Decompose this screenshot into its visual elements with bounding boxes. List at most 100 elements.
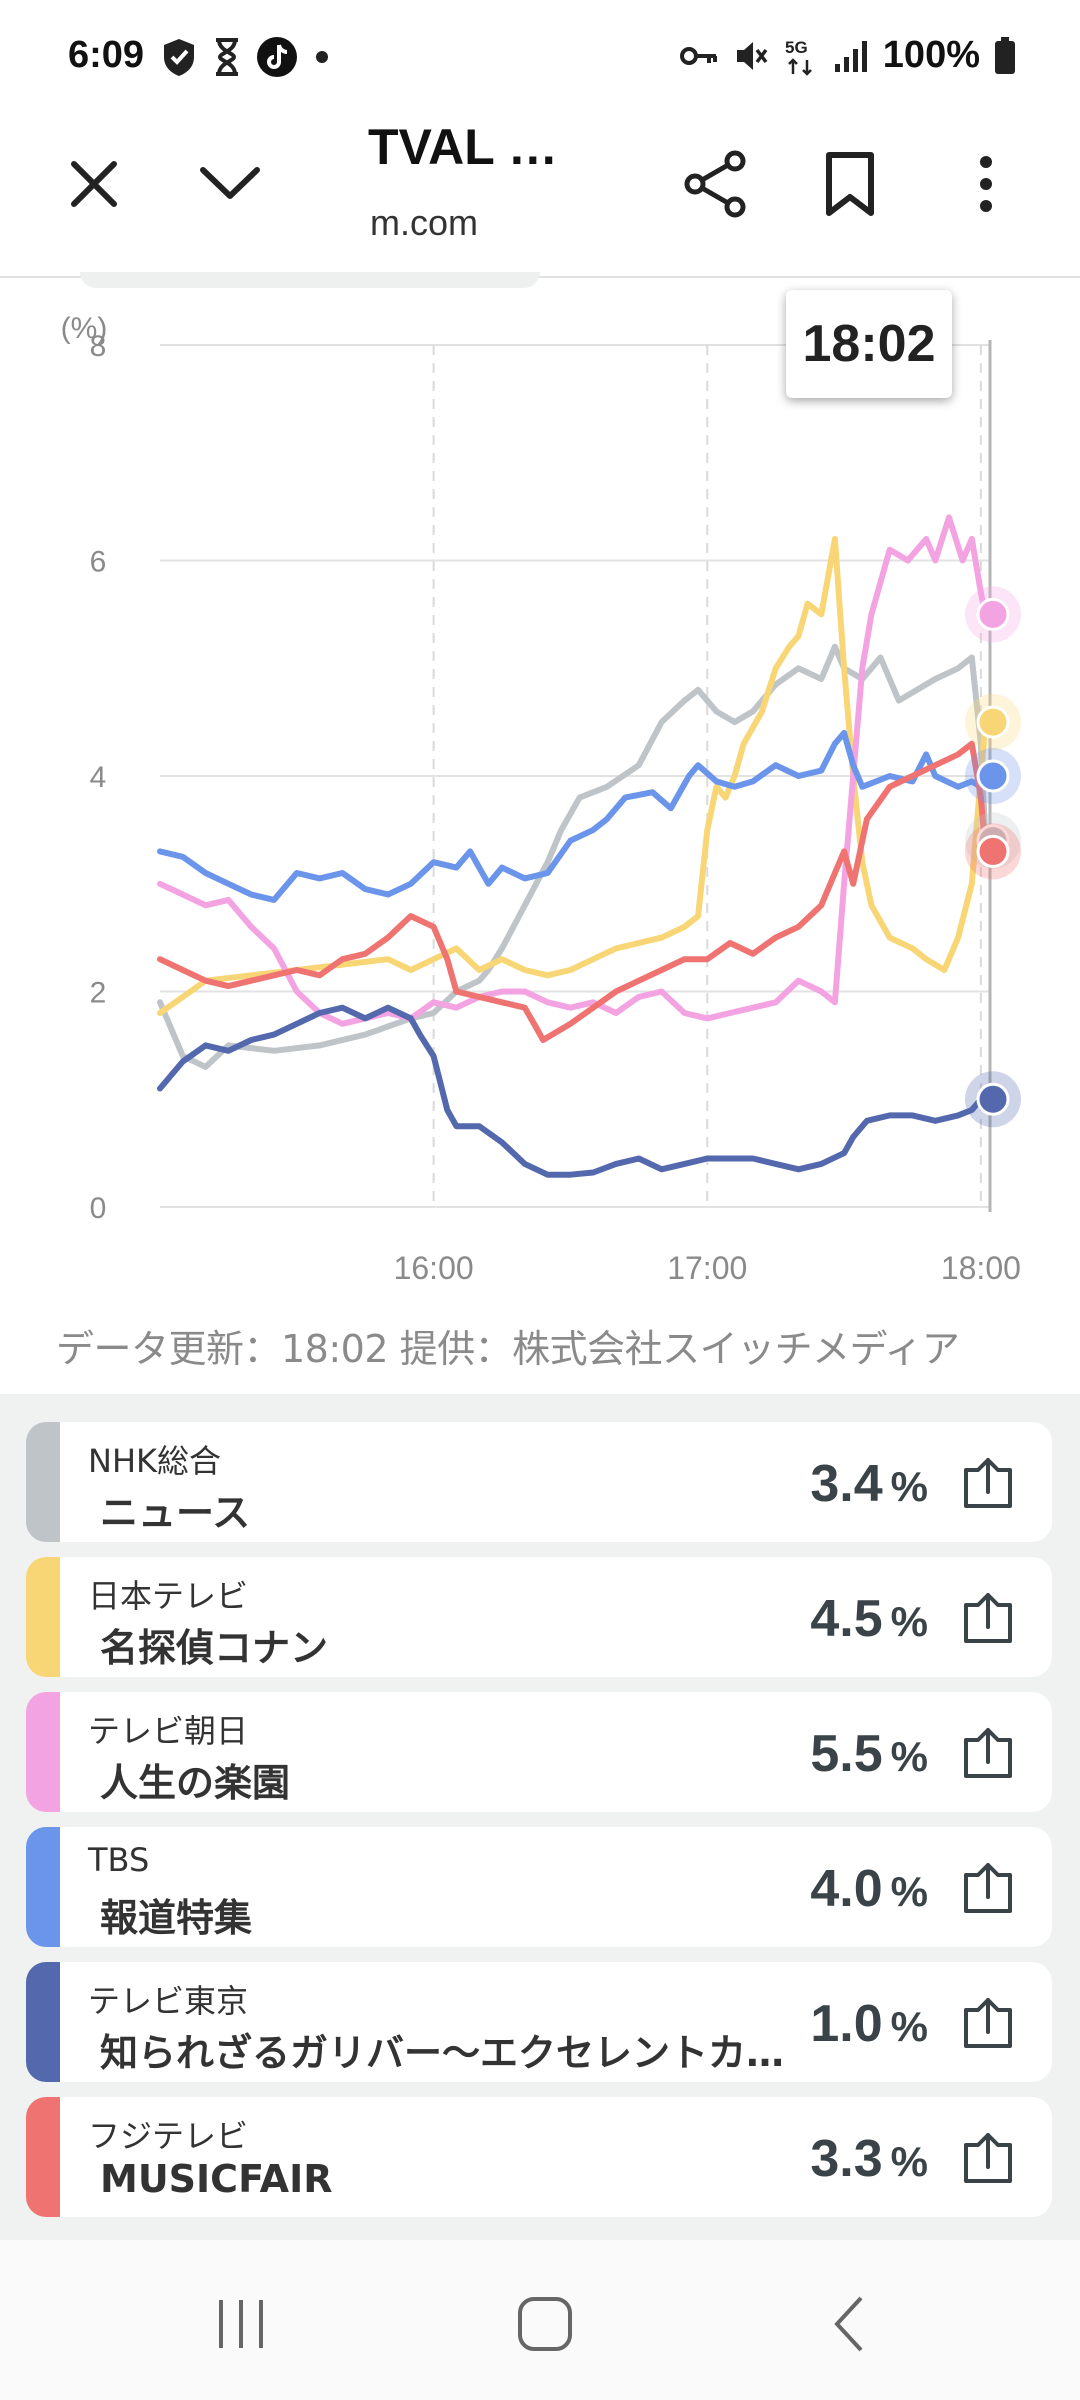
svg-text:5G: 5G — [785, 38, 808, 57]
recent-apps-icon — [219, 2300, 263, 2348]
x-tick-label: 18:00 — [941, 1250, 1021, 1286]
hourglass-icon — [216, 38, 238, 76]
close-button[interactable] — [54, 144, 134, 224]
channel-name: テレビ朝日 — [88, 1712, 249, 1750]
ratings-chart[interactable]: (%) 0 2 4 6 8 16:00 17:00 18:00 18:02 — [0, 290, 1080, 1400]
navigation-bar — [0, 2240, 1080, 2400]
channel-color-stripe — [26, 1827, 60, 1947]
signal-icon — [834, 40, 867, 72]
home-icon — [518, 2297, 572, 2351]
channel-name: フジテレビ — [88, 2117, 249, 2155]
program-title: 知られざるガリバー～エクセレントカンパニーファイル～ — [100, 2031, 820, 2075]
dot-icon — [316, 51, 328, 63]
rating-unit: % — [890, 1598, 928, 1645]
rating-number: 5.5 — [810, 1725, 883, 1783]
rating-value: 3.3% — [810, 2129, 928, 2189]
more-vert-icon — [980, 156, 992, 212]
channel-name: テレビ東京 — [88, 1982, 249, 2020]
share-icon — [684, 150, 746, 218]
tab-bar-edge — [80, 272, 540, 288]
status-bar: 6:09 5G 100% — [0, 0, 1080, 110]
channel-card[interactable]: NHK総合ニュース 3.4% — [26, 1422, 1052, 1542]
channel-card[interactable]: テレビ朝日人生の楽園 5.5% — [26, 1692, 1052, 1812]
channel-color-stripe — [26, 1422, 60, 1542]
program-title: 人生の楽園 — [100, 1761, 291, 1805]
y-tick-label: 8 — [90, 330, 107, 363]
collapse-button[interactable] — [190, 144, 270, 224]
rating-unit: % — [890, 1868, 928, 1915]
rating-value: 1.0% — [810, 1994, 928, 2054]
rating-number: 4.0 — [810, 1860, 883, 1918]
back-button[interactable] — [804, 2284, 894, 2364]
channel-list: NHK総合ニュース 3.4% 日本テレビ名探偵コナン 4.5% テレビ朝日人生の楽園 5.… — [0, 1394, 1080, 2240]
share-upload-icon — [964, 1728, 1012, 1778]
rating-unit: % — [890, 1463, 928, 1510]
shield-icon — [164, 39, 194, 76]
rating-unit: % — [890, 1733, 928, 1780]
data-source-note: データ更新：18:02 提供：株式会社スイッチメディア — [56, 1327, 960, 1371]
chevron-down-icon — [200, 167, 260, 199]
back-icon — [834, 2296, 863, 2352]
battery-icon — [995, 36, 1015, 74]
series-line — [157, 740, 989, 1043]
rating-value: 5.5% — [810, 1724, 928, 1784]
y-tick-label: 0 — [90, 1192, 107, 1225]
rating-number: 4.5 — [810, 1590, 883, 1648]
channel-color-stripe — [26, 1962, 60, 2082]
line-chart-svg: (%) 0 2 4 6 8 16:00 17:00 18:00 — [61, 312, 1021, 1286]
series-endpoint-dot — [976, 1082, 1010, 1116]
channel-name: NHK総合 — [88, 1442, 221, 1480]
rating-number: 3.3 — [810, 2130, 883, 2188]
page-title: TVAL … — [368, 119, 558, 175]
chart-tooltip: 18:02 — [786, 290, 952, 398]
share-rating-button[interactable] — [960, 1591, 1016, 1647]
channel-color-stripe — [26, 2097, 60, 2217]
share-rating-button[interactable] — [960, 2131, 1016, 2187]
channel-name: 日本テレビ — [88, 1577, 249, 1615]
status-right-icons: 5G 100% — [679, 34, 1016, 77]
recent-apps-button[interactable] — [196, 2284, 286, 2364]
rating-value: 4.0% — [810, 1859, 928, 1919]
y-tick-label: 4 — [90, 761, 107, 794]
share-upload-icon — [964, 1458, 1012, 1508]
x-tick-label: 17:00 — [667, 1250, 747, 1286]
channel-card[interactable]: フジテレビ MUSICFAIR 3.3% — [26, 2097, 1052, 2217]
program-title: 名探偵コナン — [100, 1626, 329, 1670]
channel-card[interactable]: TBS 報道特集 4.0% — [26, 1827, 1052, 1947]
program-title: ニュース — [100, 1491, 251, 1535]
channel-color-stripe — [26, 1557, 60, 1677]
series-line — [157, 535, 989, 1016]
channel-color-stripe — [26, 1692, 60, 1812]
more-options-button[interactable] — [946, 144, 1026, 224]
5g-data-icon: 5G — [785, 38, 812, 76]
bookmark-button[interactable] — [810, 144, 890, 224]
program-title: 報道特集 — [100, 1896, 253, 1940]
status-left-icons — [160, 36, 332, 78]
share-button[interactable] — [676, 144, 756, 224]
rating-value: 4.5% — [810, 1589, 928, 1649]
series-endpoint-dot — [976, 705, 1010, 739]
rating-number: 1.0 — [810, 1995, 883, 2053]
series-endpoint-dot — [976, 759, 1010, 793]
program-title: MUSICFAIR — [100, 2157, 333, 2201]
browser-toolbar: TVAL … m.com — [0, 110, 1080, 278]
y-axis-unit-label: (%) — [61, 312, 108, 345]
share-upload-icon — [964, 1863, 1012, 1913]
share-upload-icon — [964, 2133, 1012, 2183]
rating-unit: % — [890, 2003, 928, 2050]
share-rating-button[interactable] — [960, 1456, 1016, 1512]
share-rating-button[interactable] — [960, 1726, 1016, 1782]
mute-icon — [736, 41, 768, 70]
rating-number: 3.4 — [810, 1455, 883, 1513]
rating-unit: % — [890, 2138, 928, 2185]
home-button[interactable] — [500, 2284, 590, 2364]
y-tick-label: 2 — [90, 977, 107, 1010]
channel-card[interactable]: 日本テレビ名探偵コナン 4.5% — [26, 1557, 1052, 1677]
page-url[interactable]: m.com — [370, 202, 478, 243]
share-rating-button[interactable] — [960, 1996, 1016, 2052]
key-icon — [679, 46, 717, 65]
series-line — [157, 1004, 989, 1178]
share-rating-button[interactable] — [960, 1861, 1016, 1917]
channel-name: TBS — [88, 1841, 150, 1879]
